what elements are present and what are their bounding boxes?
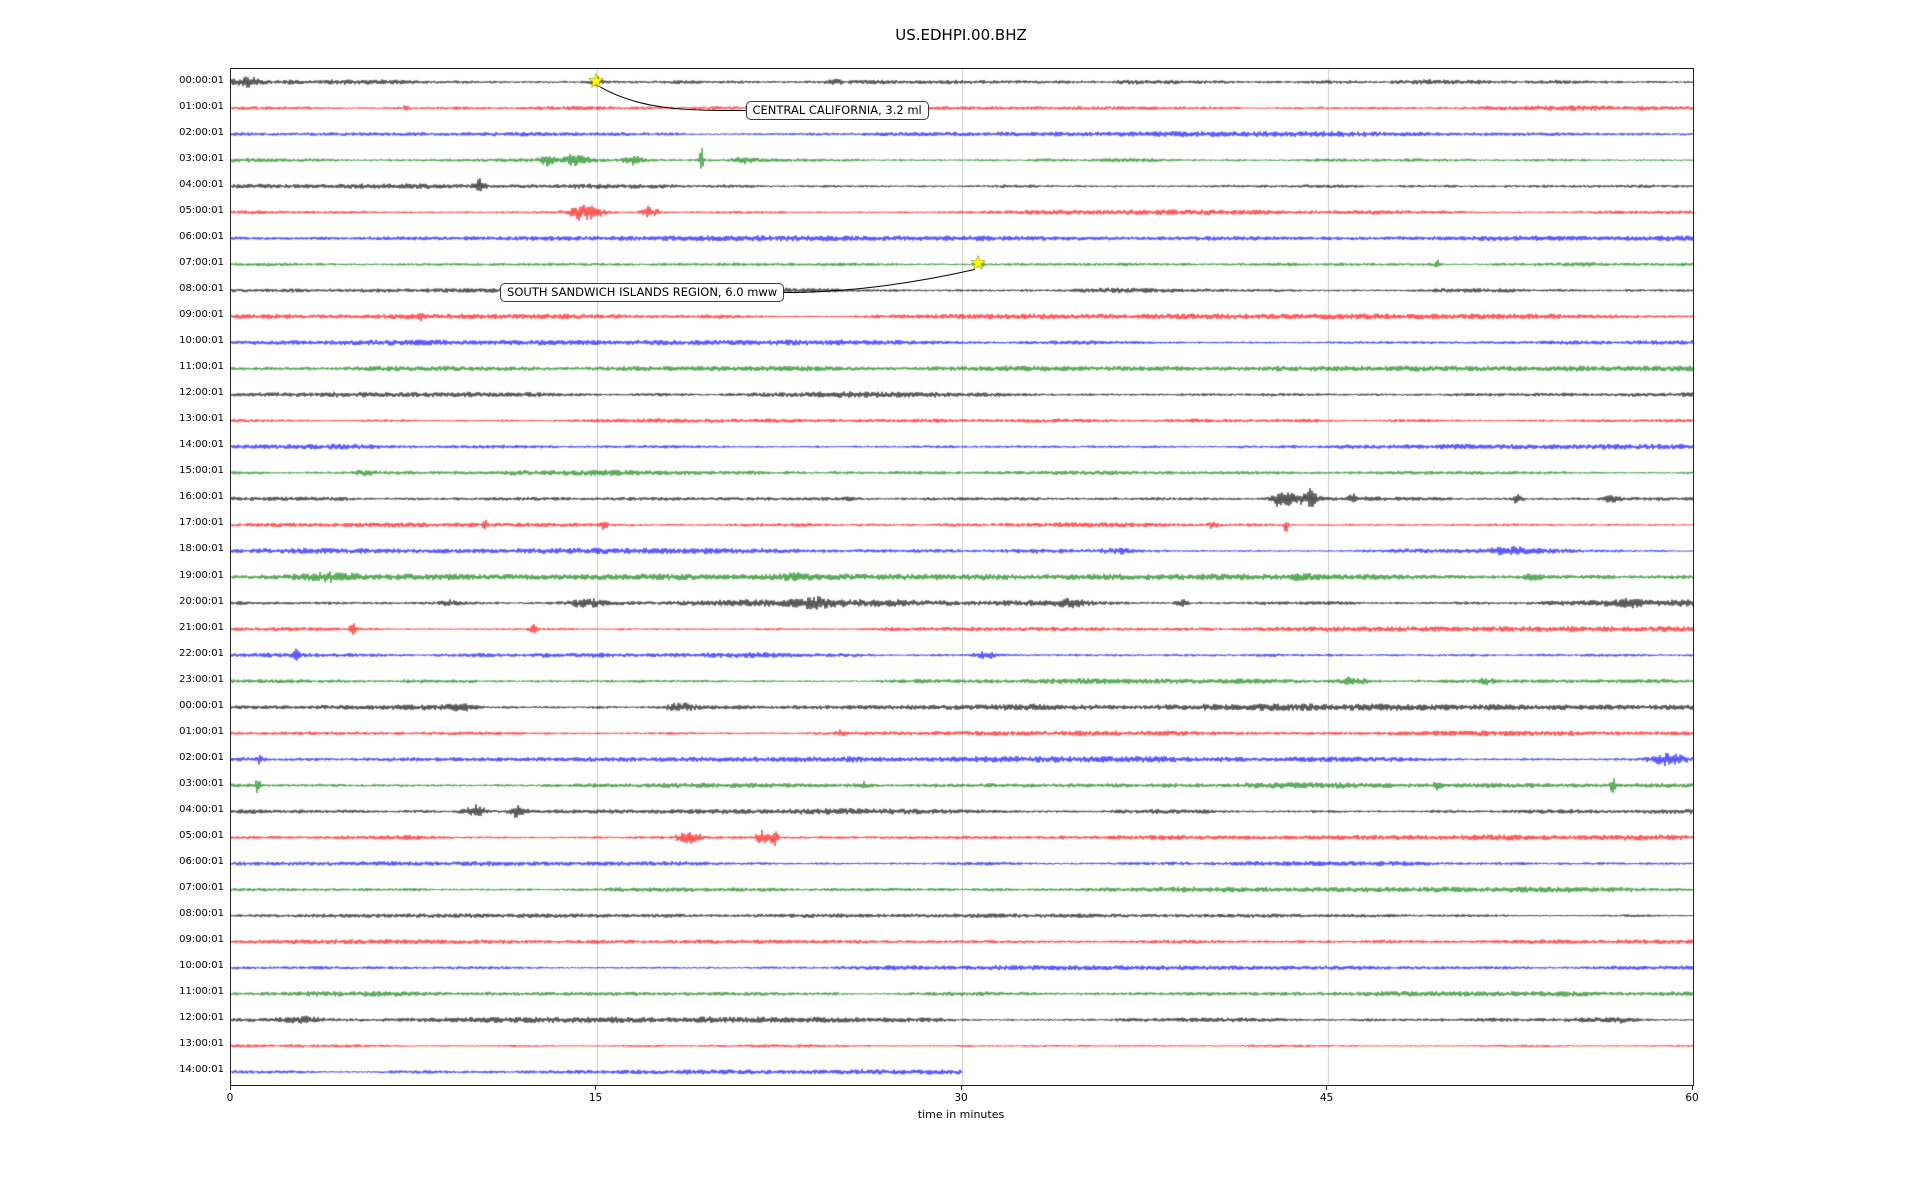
- row-time-label: 08:00:01: [179, 908, 224, 920]
- row-time-label: 07:00:01: [179, 256, 224, 268]
- row-time-label: 08:00:01: [179, 282, 224, 294]
- row-time-label: 03:00:01: [179, 777, 224, 789]
- row-time-label: 10:00:01: [179, 960, 224, 972]
- row-time-label: 22:00:01: [179, 647, 224, 659]
- row-time-label: 15:00:01: [179, 465, 224, 477]
- x-tick-label: 15: [588, 1092, 603, 1104]
- x-tick-mark: [1326, 1085, 1327, 1090]
- row-time-label: 07:00:01: [179, 882, 224, 894]
- row-time-label: 00:00:01: [179, 699, 224, 711]
- row-time-label: 04:00:01: [179, 178, 224, 190]
- row-time-label: 09:00:01: [179, 308, 224, 320]
- row-time-label: 23:00:01: [179, 673, 224, 685]
- row-time-label: 01:00:01: [179, 100, 224, 112]
- row-time-label: 16:00:01: [179, 491, 224, 503]
- x-tick-label: 30: [954, 1092, 968, 1104]
- event-annotation: CENTRAL CALIFORNIA, 3.2 ml: [745, 101, 929, 121]
- event-star-icon: [587, 73, 604, 88]
- chart-title: US.EDHPI.00.BHZ: [895, 26, 1027, 44]
- row-time-label: 09:00:01: [179, 934, 224, 946]
- x-tick-label: 0: [226, 1092, 234, 1104]
- x-axis-title: time in minutes: [917, 1108, 1005, 1121]
- row-time-label: 21:00:01: [179, 621, 224, 633]
- x-tick-mark: [229, 1085, 231, 1090]
- row-time-label: 14:00:01: [179, 1064, 224, 1076]
- row-time-label: 05:00:01: [179, 204, 224, 216]
- row-time-label: 03:00:01: [179, 152, 224, 164]
- row-time-label: 02:00:01: [179, 751, 224, 763]
- row-time-label: 06:00:01: [179, 856, 224, 868]
- x-tick-mark: [960, 1085, 962, 1090]
- row-time-label: 06:00:01: [179, 230, 224, 242]
- row-time-label: 05:00:01: [179, 830, 224, 841]
- row-time-label: 13:00:01: [179, 413, 224, 425]
- event-star-icon: [970, 255, 986, 271]
- row-time-label: 11:00:01: [179, 986, 224, 998]
- row-time-label: 10:00:01: [179, 335, 224, 347]
- row-time-label: 20:00:01: [179, 595, 224, 607]
- seismogram-canvas: [231, 69, 1693, 1085]
- row-time-label: 12:00:01: [179, 387, 224, 399]
- x-tick-label: 60: [1685, 1092, 1699, 1104]
- x-tick-mark: [595, 1085, 596, 1090]
- row-time-label: 11:00:01: [179, 361, 224, 373]
- row-time-label: 12:00:01: [179, 1012, 224, 1024]
- row-time-label: 17:00:01: [179, 517, 224, 529]
- row-time-label: 19:00:01: [179, 569, 224, 581]
- plot-area: [230, 68, 1694, 1086]
- row-time-label: 01:00:01: [179, 725, 224, 737]
- x-tick-mark: [1691, 1085, 1693, 1090]
- row-time-label: 13:00:01: [179, 1038, 224, 1050]
- x-tick-label: 45: [1319, 1092, 1334, 1104]
- row-time-label: 18:00:01: [179, 543, 224, 555]
- row-time-label: 14:00:01: [179, 439, 224, 451]
- row-time-label: 00:00:01: [179, 74, 224, 86]
- event-annotation: SOUTH SANDWICH ISLANDS REGION, 6.0 mww: [500, 283, 785, 303]
- row-time-label: 04:00:01: [179, 803, 224, 815]
- row-time-label: 02:00:01: [179, 126, 224, 138]
